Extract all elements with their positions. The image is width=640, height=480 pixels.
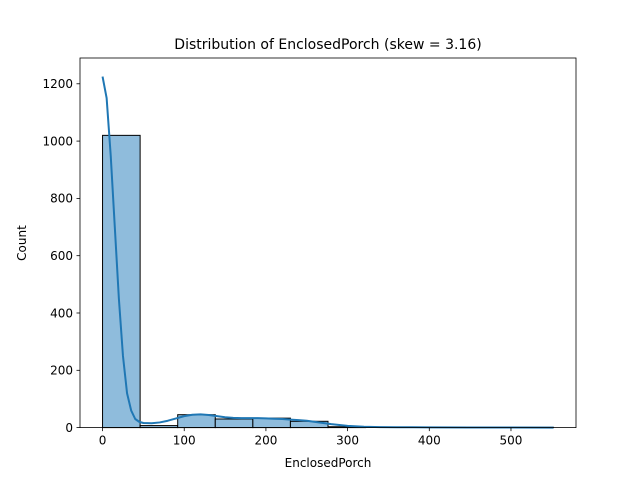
y-tick-label: 200 <box>50 364 73 378</box>
x-tick-label: 0 <box>99 434 107 448</box>
x-tick-label: 100 <box>173 434 196 448</box>
x-tick-label: 500 <box>500 434 523 448</box>
histogram-bar-3 <box>214 418 254 429</box>
y-axis: 0 200 400 600 800 1000 1200 <box>42 77 80 435</box>
y-axis-label: Count <box>15 225 29 261</box>
chart-title: Distribution of EnclosedPorch (skew = 3.… <box>174 37 481 53</box>
kde-line <box>101 76 554 429</box>
y-tick-label: 800 <box>50 192 73 206</box>
x-tick-label: 400 <box>418 434 441 448</box>
x-axis: 0 100 200 300 400 500 <box>99 427 523 448</box>
y-tick-label: 600 <box>50 249 73 263</box>
plot-frame <box>79 57 577 429</box>
bars-group <box>102 134 554 429</box>
x-tick-label: 200 <box>254 434 277 448</box>
x-tick-label: 300 <box>336 434 359 448</box>
histogram-bar-0 <box>102 134 141 429</box>
y-tick-label: 0 <box>65 421 73 435</box>
y-tick-label: 1200 <box>42 77 73 91</box>
y-tick-label: 400 <box>50 306 73 320</box>
x-axis-label: EnclosedPorch <box>285 456 372 470</box>
y-tick-label: 1000 <box>42 134 73 148</box>
